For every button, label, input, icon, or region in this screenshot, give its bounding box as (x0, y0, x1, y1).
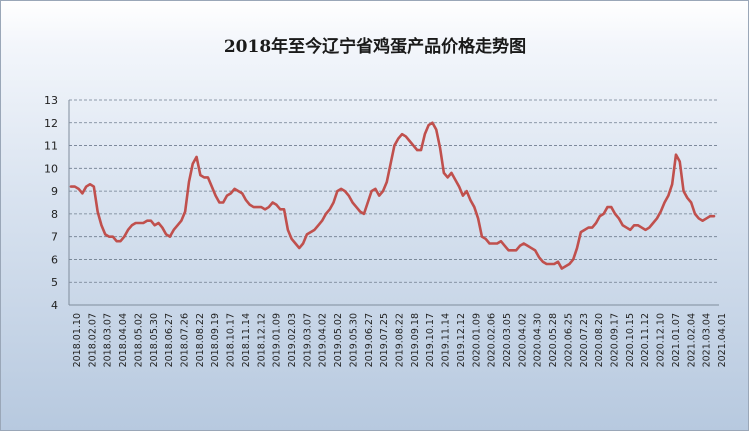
x-tick-label: 2019.10.17 (425, 313, 436, 367)
x-tick-label: 2018.04.04 (118, 313, 129, 367)
x-tick-label: 2020.04.30 (533, 313, 544, 367)
x-tick-label: 2018.11.14 (241, 313, 252, 367)
y-tick-label: 9 (51, 185, 58, 198)
x-tick-label: 2018.02.07 (87, 313, 98, 367)
x-tick-label: 2020.09.17 (610, 313, 621, 367)
y-tick-label: 4 (51, 299, 58, 312)
x-tick-label: 2020.01.09 (471, 313, 482, 367)
x-tick-label: 2018.06.27 (164, 313, 175, 367)
y-tick-label: 12 (44, 117, 58, 130)
x-tick-label: 2018.05.02 (133, 313, 144, 367)
x-tick-label: 2019.07.25 (379, 313, 390, 367)
x-tick-label: 2019.04.02 (318, 313, 329, 367)
x-tick-label: 2020.11.12 (640, 313, 651, 367)
x-tick-label: 2020.05.28 (548, 313, 559, 367)
x-tick-label: 2018.08.22 (195, 313, 206, 367)
x-tick-label: 2018.05.30 (149, 313, 160, 367)
x-tick-label: 2020.06.25 (563, 313, 574, 367)
chart-title: 2018年至今辽宁省鸡蛋产品价格走势图 (224, 36, 526, 57)
y-tick-label: 6 (51, 253, 58, 266)
x-tick-label: 2018.03.07 (103, 313, 114, 367)
y-tick-label: 5 (51, 276, 58, 289)
x-tick-label: 2020.07.23 (579, 313, 590, 367)
x-tick-label: 2020.02.06 (487, 313, 498, 367)
x-tick-label: 2019.08.22 (395, 313, 406, 367)
x-tick-label: 2020.08.20 (594, 313, 605, 367)
y-tick-label: 11 (44, 140, 58, 153)
x-tick-label: 2019.02.03 (287, 313, 298, 367)
x-tick-label: 2019.01.09 (272, 313, 283, 367)
y-tick-label: 13 (44, 94, 58, 107)
x-tick-label: 2020.03.05 (502, 313, 513, 367)
y-tick-label: 8 (51, 208, 58, 221)
x-tick-label: 2020.10.15 (625, 313, 636, 367)
x-tick-label: 2018.09.19 (210, 313, 221, 367)
x-tick-label: 2021.04.01 (717, 313, 728, 367)
x-tick-label: 2020.04.02 (517, 313, 528, 367)
y-tick-label: 7 (51, 231, 58, 244)
x-tick-label: 2019.06.27 (364, 313, 375, 367)
x-tick-label: 2019.11.14 (441, 313, 452, 367)
series-line (69, 121, 716, 270)
x-tick-label: 2018.07.26 (180, 313, 191, 367)
x-tick-label: 2019.09.18 (410, 313, 421, 367)
x-tick-label: 2019.05.02 (333, 313, 344, 367)
x-tick-label: 2019.03.07 (302, 313, 313, 367)
x-tick-label: 2019.05.30 (348, 313, 359, 367)
x-tick-label: 2021.01.07 (671, 313, 682, 367)
x-tick-label: 2020.12.10 (656, 313, 667, 367)
x-tick-label: 2021.02.04 (686, 313, 697, 367)
y-tick-label: 10 (44, 162, 58, 175)
x-tick-label: 2018.01.10 (72, 313, 83, 367)
x-tick-label: 2018.10.17 (226, 313, 237, 367)
x-tick-label: 2021.03.04 (702, 313, 713, 367)
x-tick-label: 2018.12.12 (256, 313, 267, 367)
x-tick-label: 2019.12.12 (456, 313, 467, 367)
